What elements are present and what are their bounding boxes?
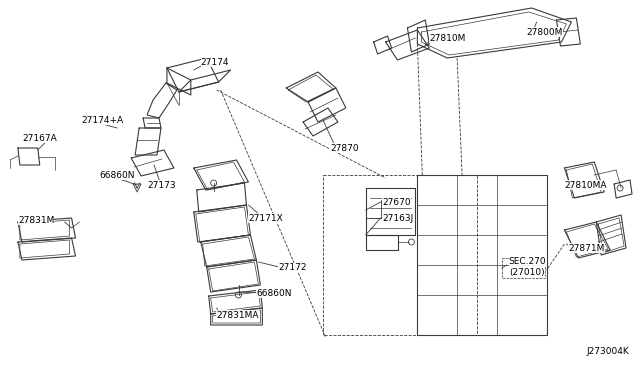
Text: 27810M: 27810M	[429, 33, 466, 42]
Text: 66860N: 66860N	[99, 170, 135, 180]
Text: 27871M: 27871M	[568, 244, 605, 253]
Text: 27800M: 27800M	[527, 28, 563, 36]
Text: 27870: 27870	[330, 144, 358, 153]
Text: 27174+A: 27174+A	[81, 115, 124, 125]
Text: 27171X: 27171X	[248, 214, 283, 222]
Text: 66860N: 66860N	[257, 289, 292, 298]
Text: SEC.270: SEC.270	[509, 257, 547, 266]
Text: 27831M: 27831M	[18, 215, 54, 224]
Text: (27010): (27010)	[509, 269, 545, 278]
Text: 27174: 27174	[201, 58, 229, 67]
Text: 27173: 27173	[147, 180, 176, 189]
Text: J273004K: J273004K	[586, 347, 629, 356]
Text: 27670: 27670	[383, 198, 412, 206]
Text: 27163J: 27163J	[383, 214, 414, 222]
Text: 27831MA: 27831MA	[216, 311, 259, 320]
Text: 27172: 27172	[278, 263, 307, 273]
Text: 27810MA: 27810MA	[564, 180, 607, 189]
Text: 27167A: 27167A	[22, 134, 56, 142]
